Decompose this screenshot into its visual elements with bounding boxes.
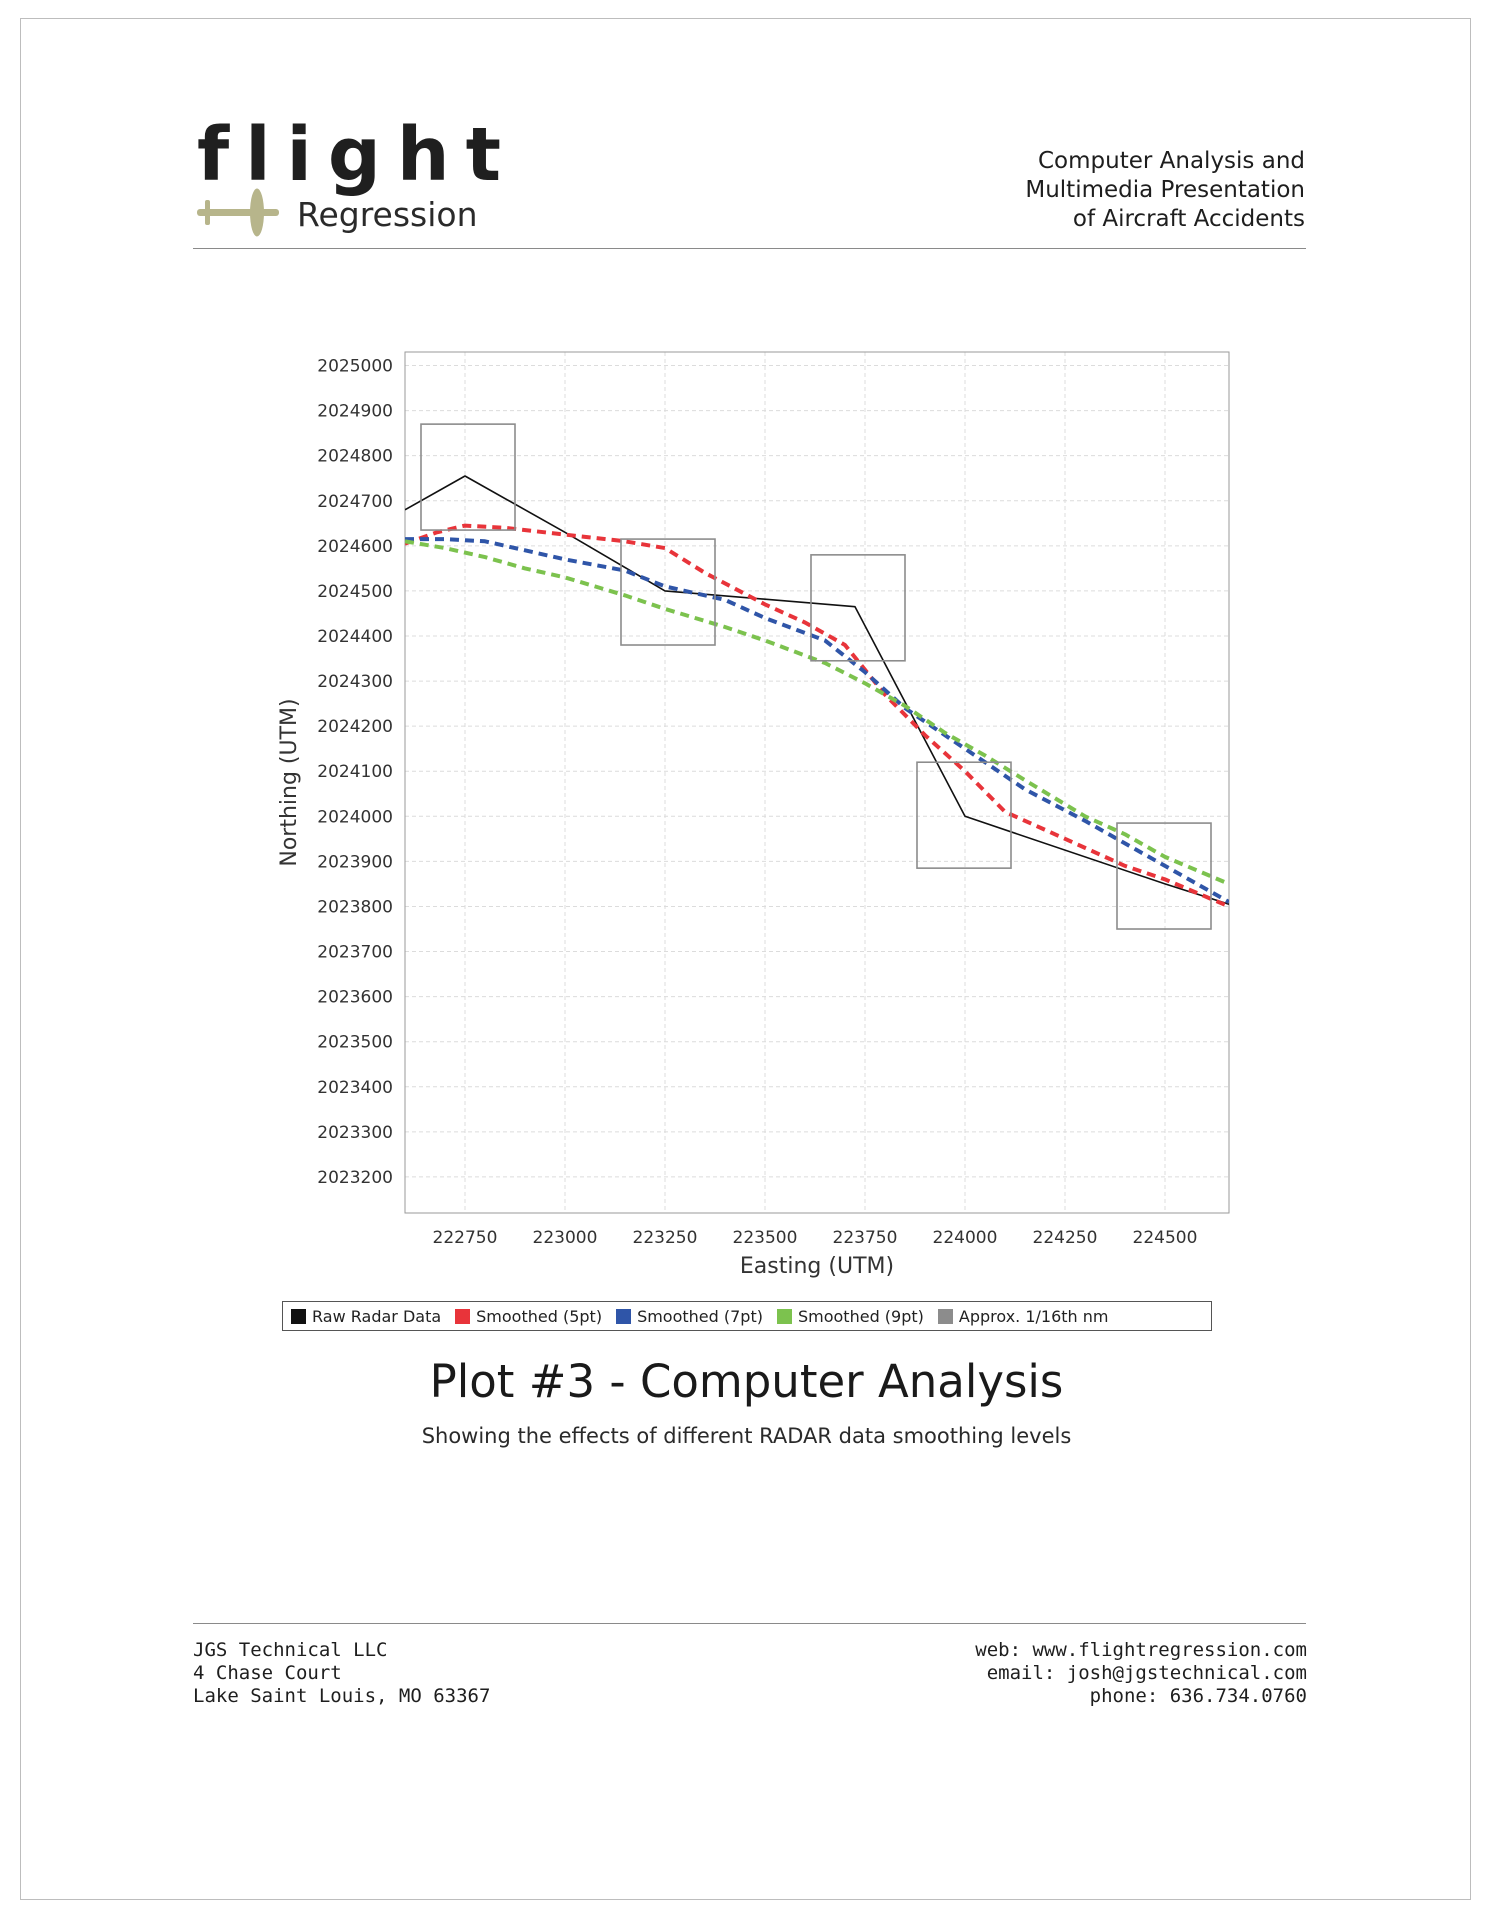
- phone-number: phone: 636.734.0760: [1089, 1685, 1307, 1707]
- legend-item: Approx. 1/16th nm: [937, 1306, 1109, 1326]
- x-tick-label: 224250: [1033, 1228, 1098, 1248]
- y-tick-label: 2024200: [317, 717, 393, 737]
- logo-word: flight: [197, 112, 517, 198]
- legend-label: Smoothed (5pt): [476, 1306, 603, 1326]
- y-tick-label: 2023700: [317, 943, 393, 963]
- flight-regression-logo: flight Regression: [195, 112, 501, 242]
- email-link[interactable]: email: josh@jgstechnical.com: [986, 1662, 1307, 1684]
- x-tick-label: 223000: [533, 1228, 598, 1248]
- y-tick-label: 2023600: [317, 988, 393, 1008]
- x-tick-label: 223750: [833, 1228, 898, 1248]
- plot-frame: [404, 351, 1230, 1214]
- chart-legend: Raw Radar Data Smoothed (5pt) Smoothed (7p…: [282, 1301, 1212, 1331]
- company-name: JGS Technical LLC: [193, 1639, 388, 1661]
- y-tick-label: 2024100: [317, 762, 393, 782]
- legend-item: Smoothed (5pt): [455, 1307, 602, 1326]
- approx-range-box: [916, 761, 1012, 869]
- x-tick-label: 223250: [633, 1228, 698, 1248]
- contact-info: web: www.flightregression.com email: jos…: [975, 1639, 1307, 1708]
- web-link[interactable]: web: www.flightregression.com: [975, 1639, 1307, 1661]
- y-tick-label: 2023300: [317, 1123, 393, 1143]
- y-tick-label: 2024400: [317, 627, 393, 647]
- series-line-raw-radar-data: [405, 475, 1229, 905]
- legend-swatch: [776, 1308, 792, 1324]
- series-line-smoothed-5pt: [405, 523, 1229, 909]
- y-tick-label: 2023900: [317, 852, 393, 872]
- tagline-line: of Aircraft Accidents: [1072, 206, 1305, 232]
- legend-label: Smoothed (7pt): [637, 1306, 763, 1326]
- approx-range-box: [810, 554, 906, 662]
- page-border: [20, 18, 1471, 1900]
- y-tick-label: 2024700: [317, 492, 393, 512]
- approx-range-box: [1116, 822, 1212, 930]
- legend-swatch: [616, 1308, 632, 1324]
- y-tick-label: 2023400: [317, 1078, 393, 1098]
- legend-label: Smoothed (9pt): [797, 1306, 924, 1326]
- approx-range-box: [420, 423, 516, 531]
- y-tick-label: 2024900: [317, 402, 393, 422]
- legend-label: Approx. 1/16th nm: [958, 1306, 1109, 1326]
- x-tick-label: 224000: [933, 1228, 998, 1248]
- y-tick-label: 2025000: [317, 357, 393, 377]
- plot-title: Plot #3 - Computer Analysis: [429, 1355, 1064, 1408]
- street-address: 4 Chase Court: [193, 1662, 342, 1684]
- radar-track-chart: 222750 223000 223250 223500 223750 224000 2242…: [277, 351, 1230, 1279]
- footer-divider: [193, 1623, 1306, 1624]
- y-axis-label: Northing (UTM): [277, 698, 302, 866]
- legend-swatch: [937, 1308, 953, 1324]
- plot-subtitle: Showing the effects of different RADAR d…: [421, 1424, 1072, 1448]
- legend-item: Smoothed (9pt): [776, 1306, 924, 1326]
- tagline-line: Computer Analysis and: [1038, 148, 1305, 174]
- approx-range-box: [620, 538, 716, 646]
- y-tick-label: 2024000: [317, 807, 393, 827]
- y-tick-label: 2024500: [317, 582, 393, 602]
- y-tick-label: 2024600: [317, 537, 393, 557]
- legend-item: Smoothed (7pt): [616, 1307, 763, 1326]
- series-line-smoothed-7pt: [405, 537, 1229, 904]
- airplane-icon: [197, 188, 279, 237]
- y-tick-label: 2023200: [317, 1168, 393, 1188]
- logo-subtitle: Regression: [297, 195, 478, 234]
- y-tick-label: 2024300: [317, 672, 393, 692]
- series-line-smoothed-9pt: [405, 539, 1229, 886]
- legend-swatch: [291, 1308, 306, 1324]
- x-axis-label: Easting (UTM): [740, 1254, 894, 1279]
- company-address: JGS Technical LLC 4 Chase Court Lake Sai…: [193, 1639, 490, 1708]
- x-tick-label: 224500: [1133, 1228, 1198, 1248]
- header-divider: [193, 248, 1306, 249]
- header-tagline: Computer Analysis and Multimedia Present…: [1025, 147, 1305, 234]
- tagline-line: Multimedia Presentation: [1025, 177, 1305, 203]
- legend-swatch: [455, 1308, 471, 1324]
- x-tick-label: 223500: [733, 1228, 798, 1248]
- plot-area: [405, 352, 1229, 1213]
- y-tick-label: 2024800: [317, 447, 393, 467]
- y-tick-label: 2023500: [317, 1033, 393, 1053]
- legend-label: Raw Radar Data: [312, 1306, 442, 1326]
- y-tick-label: 2023800: [317, 897, 393, 917]
- legend-item: Raw Radar Data: [291, 1307, 441, 1326]
- city-state-zip: Lake Saint Louis, MO 63367: [193, 1685, 491, 1707]
- x-tick-label: 222750: [433, 1228, 498, 1248]
